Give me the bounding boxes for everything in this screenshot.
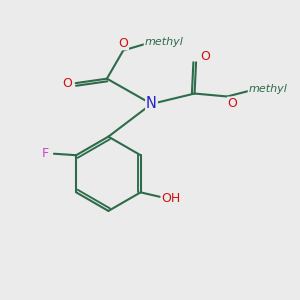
Text: methyl: methyl (145, 38, 183, 47)
Text: F: F (42, 147, 49, 160)
Text: O: O (228, 98, 238, 110)
Text: methyl: methyl (249, 84, 287, 94)
Text: O: O (200, 50, 210, 63)
Text: O: O (118, 37, 128, 50)
Text: O: O (62, 76, 72, 90)
Text: OH: OH (162, 192, 181, 205)
Text: N: N (146, 96, 157, 111)
